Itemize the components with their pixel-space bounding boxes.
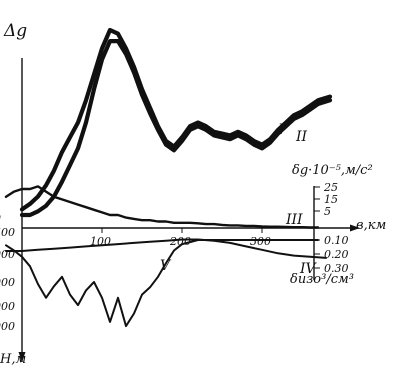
series-ii-inner — [21, 40, 331, 216]
x-axis-arrow — [350, 224, 360, 232]
curve-label-i: I — [277, 122, 284, 138]
depth-tick-label: 000 — [0, 276, 15, 289]
gradient-tick-label: 15 — [324, 193, 338, 206]
x-tick-label: 300 — [250, 235, 271, 248]
curve-label-iv: IV — [299, 261, 318, 277]
series-i-line — [19, 27, 333, 212]
depth-axis-label: H,м — [0, 352, 26, 367]
depth-tick-label: 500 — [0, 226, 15, 239]
gradient-tick-label: 25 — [323, 181, 338, 194]
curve-label-v: V — [160, 258, 172, 274]
density-tick-label: 0.30 — [324, 262, 349, 275]
series-curves — [4, 27, 333, 328]
delta-g-axis-label: Δg — [3, 21, 27, 41]
density-tick-label: 0.10 — [324, 234, 349, 247]
depth-tick-label: 000 — [0, 300, 15, 313]
density-tick-label: 0.20 — [324, 248, 349, 261]
x-tick-label: 200 — [169, 235, 191, 248]
depth-axis-arrow — [18, 352, 26, 362]
gradient-axis-label: δg·10⁻⁵,м/с² — [292, 163, 373, 178]
series-iii-line — [4, 185, 320, 229]
curve-label-ii: II — [295, 129, 308, 145]
series-v-line — [5, 239, 319, 328]
series-i-inner — [21, 29, 331, 211]
curve-label-iii: III — [285, 212, 303, 228]
gradient-tick-label: 5 — [324, 205, 331, 218]
tick-labels: 100200300251550.100.200.3005000000000000… — [0, 181, 349, 333]
series-iv-line — [5, 238, 327, 259]
depth-tick-label: 000 — [0, 320, 15, 333]
density-axis-label: δизо³/см³ — [290, 272, 354, 287]
x-axis-label: в,км — [356, 218, 386, 233]
depth-tick-label: 0 — [0, 212, 1, 225]
